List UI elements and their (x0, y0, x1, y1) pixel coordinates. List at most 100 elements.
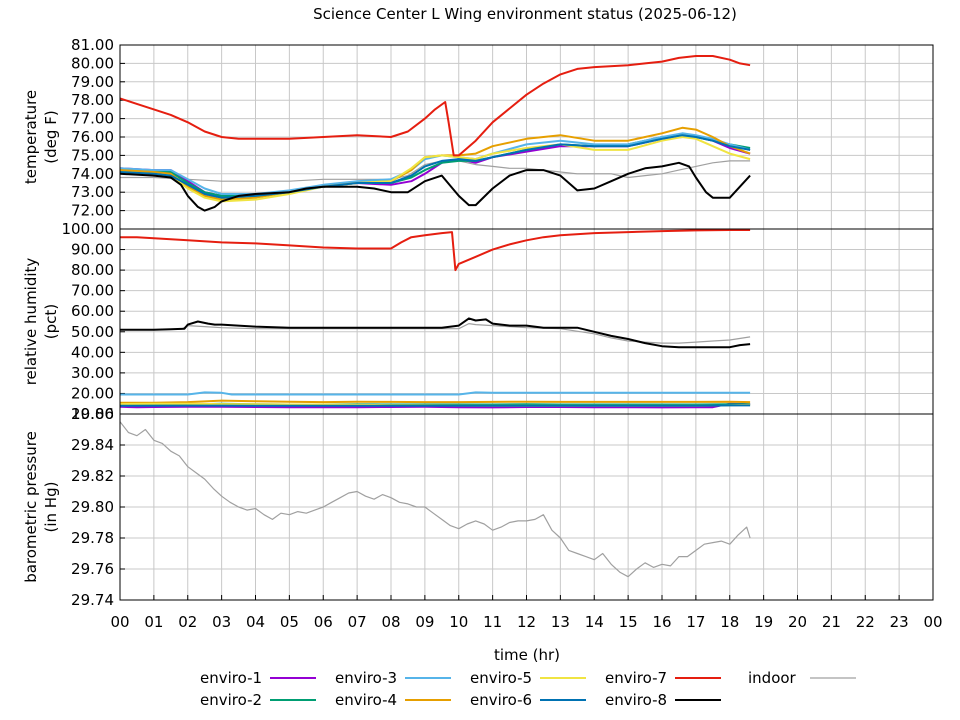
y-tick-label: 29.74 (71, 591, 114, 609)
y-tick-label: 40.00 (71, 343, 114, 361)
x-tick-label: 12 (517, 613, 536, 631)
y-tick-label: 78.00 (71, 91, 114, 109)
x-tick-label: 20 (788, 613, 807, 631)
x-tick-label: 06 (314, 613, 333, 631)
legend-label: enviro-5 (470, 669, 532, 687)
chart-panels: 72.0073.0074.0075.0076.0077.0078.0079.00… (22, 36, 934, 609)
y-axis-label: barometric pressure (22, 431, 40, 583)
series-line-enviro-2 (120, 134, 751, 197)
series-line-enviro-1 (120, 402, 751, 409)
series-line-indoor (120, 421, 751, 578)
y-axis-label: (deg F) (42, 110, 60, 163)
x-tick-label: 21 (822, 613, 841, 631)
x-tick-label: 09 (415, 613, 434, 631)
legend-item-enviro-7: enviro-7 (605, 669, 721, 687)
x-tick-label: 00 (923, 613, 942, 631)
series-line-enviro-8 (120, 317, 751, 349)
y-tick-label: 72.00 (71, 202, 114, 220)
y-tick-label: 30.00 (71, 364, 114, 382)
legend-label: enviro-3 (335, 669, 397, 687)
x-tick-label: 23 (890, 613, 909, 631)
x-tick-label: 02 (178, 613, 197, 631)
x-tick-label: 03 (212, 613, 231, 631)
x-tick-label: 15 (619, 613, 638, 631)
panel-humidity: 10.00 20.00 30.00 40.00 50.00 60.00 70.00 80.00… (22, 220, 934, 423)
y-tick-label: 81.00 (71, 36, 114, 54)
series-line-indoor (120, 323, 751, 344)
y-axis-label: relative humidity (22, 258, 40, 386)
y-tick-label: 80.00 (71, 54, 114, 72)
legend-item-enviro-6: enviro-6 (470, 691, 586, 709)
series-line-enviro-3 (120, 391, 751, 396)
y-tick-label: 74.00 (71, 165, 114, 183)
y-tick-label: 20.00 (71, 384, 114, 402)
y-tick-label: 29.82 (71, 467, 114, 485)
y-tick-label: 70.00 (71, 282, 114, 300)
legend-label: indoor (748, 669, 797, 687)
series-line-enviro-5 (120, 136, 751, 203)
x-tick-label: 16 (652, 613, 671, 631)
x-axis-label: time (hr) (494, 646, 560, 664)
x-tick-label: 01 (144, 613, 163, 631)
x-tick-label: 18 (720, 613, 739, 631)
series-line-enviro-8 (120, 161, 751, 212)
series-group (120, 421, 751, 578)
y-axis-label: temperature (22, 90, 40, 184)
y-tick-label: 29.84 (71, 436, 114, 454)
y-tick-label: 80.00 (71, 261, 114, 279)
x-tick-label: 19 (754, 613, 773, 631)
y-axis-label: (pct) (42, 304, 60, 339)
legend-item-enviro-2: enviro-2 (200, 691, 316, 709)
x-tick-label: 11 (483, 613, 502, 631)
y-tick-label: 29.76 (71, 560, 114, 578)
x-tick-label: 22 (856, 613, 875, 631)
x-axis: 00 01 02 03 04 05 06 07 08 09 10 11 12 13 14 15 16 17 18 19… (110, 595, 943, 631)
x-tick-label: 10 (449, 613, 468, 631)
y-tick-label: 10.00 (71, 405, 114, 423)
legend-item-enviro-1: enviro-1 (200, 669, 316, 687)
x-tick-label: 07 (348, 613, 367, 631)
y-tick-label: 100.00 (62, 220, 115, 238)
y-tick-label: 76.00 (71, 128, 114, 146)
series-line-indoor (120, 160, 751, 182)
y-tick-label: 50.00 (71, 323, 114, 341)
chart-title: Science Center L Wing environment status… (313, 5, 737, 23)
x-tick-label: 00 (110, 613, 129, 631)
x-tick-label: 17 (686, 613, 705, 631)
legend-label: enviro-7 (605, 669, 667, 687)
legend-item-enviro-3: enviro-3 (335, 669, 451, 687)
y-tick-label: 29.80 (71, 498, 114, 516)
series-group (120, 229, 751, 409)
series-group (120, 55, 751, 212)
x-tick-label: 14 (585, 613, 604, 631)
x-tick-label: 08 (381, 613, 400, 631)
y-tick-label: 77.00 (71, 110, 114, 128)
legend-item-enviro-4: enviro-4 (335, 691, 451, 709)
legend-item-enviro-8: enviro-8 (605, 691, 721, 709)
y-axis-label: (in Hg) (42, 482, 60, 533)
y-tick-label: 60.00 (71, 302, 114, 320)
series-line-enviro-7 (120, 55, 751, 157)
y-tick-label: 29.78 (71, 529, 114, 547)
x-tick-label: 13 (551, 613, 570, 631)
y-tick-label: 29.86 (71, 405, 114, 423)
y-tick-label: 90.00 (71, 241, 114, 259)
panel-pressure: 29.74 29.76 29.78 29.80 29.82 29.84 29.86 barom… (22, 405, 934, 609)
legend-label: enviro-8 (605, 691, 667, 709)
legend-label: enviro-2 (200, 691, 262, 709)
series-line-enviro-7 (120, 229, 751, 272)
panel-temperature: 72.0073.0074.0075.0076.0077.0078.0079.00… (22, 36, 934, 230)
legend-label: enviro-6 (470, 691, 532, 709)
series-line-enviro-6 (120, 134, 751, 199)
legend: enviro-1 enviro-2 enviro-3 enviro-4 enviro-5… (200, 669, 856, 709)
x-tick-label: 04 (246, 613, 265, 631)
y-tick-label: 79.00 (71, 73, 114, 91)
legend-label: enviro-1 (200, 669, 262, 687)
y-tick-label: 73.00 (71, 183, 114, 201)
legend-item-indoor: indoor (748, 669, 856, 687)
legend-item-enviro-5: enviro-5 (470, 669, 586, 687)
series-line-enviro-4 (120, 399, 751, 404)
x-tick-label: 05 (280, 613, 299, 631)
y-tick-label: 75.00 (71, 146, 114, 164)
